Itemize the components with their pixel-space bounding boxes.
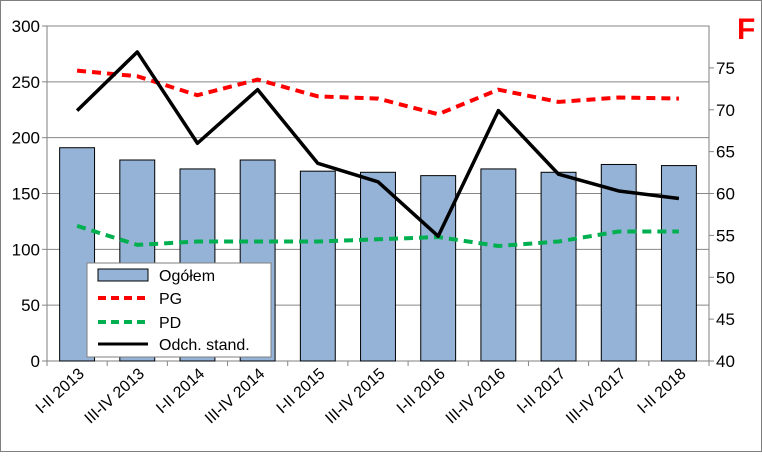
x-tick-label: I-II 2017 [514, 365, 569, 417]
bar-og-em [660, 165, 697, 362]
x-tick-label: III-IV 2017 [563, 365, 629, 427]
y-right-tick-label: 75 [716, 59, 735, 78]
bar-og-em [600, 163, 637, 362]
bar-og-em [480, 168, 517, 362]
legend: Ogółem PG PD Odch. stand. [86, 262, 272, 358]
y-left-tick-label: 300 [12, 17, 40, 36]
y-left-tick-label: 150 [12, 185, 40, 204]
y-right-tick-label: 70 [716, 101, 735, 120]
y-left-tick-label: 50 [21, 296, 40, 315]
x-tick-label: I-II 2018 [635, 365, 690, 417]
x-tick-label: III-IV 2013 [82, 365, 148, 427]
y-axis-right: 40 45 50 55 60 65 70 75 [709, 59, 735, 371]
y-left-tick-label: 200 [12, 129, 40, 148]
bar-og-em [540, 171, 577, 362]
y-right-tick-label: 45 [716, 310, 735, 329]
legend-label-ogolem: Ogółem [159, 268, 215, 285]
bar-og-em [420, 175, 457, 362]
line-pd [76, 223, 679, 248]
y-right-tick-label: 50 [716, 268, 735, 287]
line-pg [76, 68, 679, 117]
x-tick-label: III-IV 2016 [443, 365, 509, 427]
x-tick-label: I-II 2014 [153, 365, 208, 417]
x-tick-label: III-IV 2015 [322, 365, 388, 427]
bar-og-em [299, 170, 336, 362]
y-left-tick-label: 0 [31, 352, 40, 371]
y-right-tick-label: 55 [716, 226, 735, 245]
line-series [75, 50, 680, 248]
bar-og-em [360, 171, 396, 362]
x-tick-label: I-II 2016 [394, 365, 449, 417]
y-right-tick-label: 40 [716, 352, 735, 371]
line-odch-stand [75, 50, 680, 238]
y-left-tick-label: 100 [12, 240, 40, 259]
legend-label-pd: PD [159, 315, 181, 332]
corner-letter: F [737, 13, 755, 46]
legend-swatch-ogolem [97, 268, 149, 282]
legend-label-odch: Odch. stand. [159, 337, 250, 354]
x-tick-label: III-IV 2014 [202, 365, 268, 427]
y-right-tick-label: 60 [716, 185, 735, 204]
x-tick-label: I-II 2013 [33, 365, 88, 417]
y-axis-left: 0 50 100 150 200 250 300 [12, 17, 47, 371]
y-right-tick-label: 65 [716, 143, 735, 162]
legend-label-pg: PG [159, 291, 182, 308]
x-tick-label: I-II 2015 [273, 365, 328, 417]
y-left-tick-label: 250 [12, 73, 40, 92]
